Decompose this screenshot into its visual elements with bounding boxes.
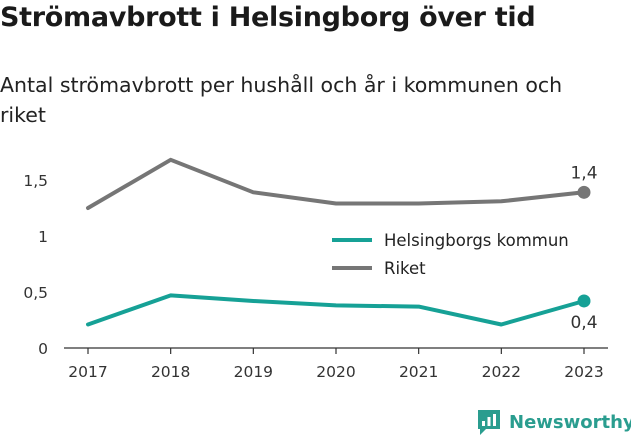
x-tick-label: 2022 <box>482 363 521 381</box>
series-end-label-0: 0,4 <box>570 313 597 333</box>
chart-subtitle: Antal strömavbrott per hushåll och år i … <box>0 73 563 127</box>
chart-title: Strömavbrott i Helsingborg över tid <box>0 2 536 33</box>
series-line-1 <box>86 157 586 210</box>
brand-name: Newsworthy <box>509 411 631 433</box>
y-tick-label: 0,5 <box>23 284 48 302</box>
legend: Helsingborgs kommun Riket <box>332 231 569 278</box>
newsworthy-icon <box>478 410 500 435</box>
y-tick-label: 0 <box>38 340 48 358</box>
x-tick-label: 2020 <box>316 363 355 381</box>
y-tick-label: 1 <box>38 228 48 246</box>
x-tick-label: 2019 <box>234 363 273 381</box>
series-end-point-1 <box>577 185 591 199</box>
series-line-0 <box>86 293 586 327</box>
x-tick-label: 2021 <box>399 363 438 381</box>
series-end-point-0 <box>577 294 591 308</box>
series-end-label-1: 1,4 <box>570 163 597 183</box>
x-tick-label: 2018 <box>151 363 190 381</box>
legend-label-0: Helsingborgs kommun <box>384 231 569 250</box>
x-tick-label: 2017 <box>68 363 107 381</box>
series-lines: 0,4 1,4 <box>86 157 598 333</box>
legend-label-1: Riket <box>384 259 426 278</box>
newsworthy-logo: Newsworthy <box>476 408 631 436</box>
x-tick-label: 2023 <box>564 363 603 381</box>
y-tick-label: 1,5 <box>23 172 48 190</box>
axes: 2017 2018 2019 2020 2021 2022 2023 0 0,5 1 1,5 <box>23 172 608 381</box>
